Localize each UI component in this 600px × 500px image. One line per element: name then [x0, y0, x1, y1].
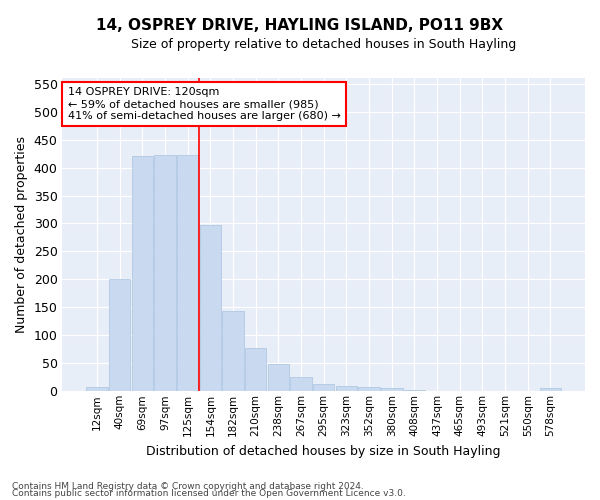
Title: Size of property relative to detached houses in South Hayling: Size of property relative to detached ho…	[131, 38, 517, 51]
Bar	[109, 280, 130, 392]
Bar	[290, 378, 312, 392]
Y-axis label: Number of detached properties: Number of detached properties	[15, 136, 28, 333]
Bar	[381, 388, 403, 392]
Text: 14 OSPREY DRIVE: 120sqm
← 59% of detached houses are smaller (985)
41% of semi-d: 14 OSPREY DRIVE: 120sqm ← 59% of detache…	[68, 88, 341, 120]
Bar	[131, 156, 153, 392]
Text: Contains public sector information licensed under the Open Government Licence v3: Contains public sector information licen…	[12, 489, 406, 498]
Bar	[154, 155, 176, 392]
Bar	[222, 312, 244, 392]
Bar	[335, 386, 357, 392]
Bar	[268, 364, 289, 392]
Bar	[245, 348, 266, 392]
Bar	[540, 388, 561, 392]
Text: 14, OSPREY DRIVE, HAYLING ISLAND, PO11 9BX: 14, OSPREY DRIVE, HAYLING ISLAND, PO11 9…	[97, 18, 503, 32]
Bar	[404, 390, 425, 392]
Bar	[177, 155, 199, 392]
Text: Contains HM Land Registry data © Crown copyright and database right 2024.: Contains HM Land Registry data © Crown c…	[12, 482, 364, 491]
Bar	[427, 390, 448, 392]
Bar	[200, 224, 221, 392]
Bar	[358, 387, 380, 392]
X-axis label: Distribution of detached houses by size in South Hayling: Distribution of detached houses by size …	[146, 444, 501, 458]
Bar	[313, 384, 334, 392]
Bar	[86, 387, 108, 392]
